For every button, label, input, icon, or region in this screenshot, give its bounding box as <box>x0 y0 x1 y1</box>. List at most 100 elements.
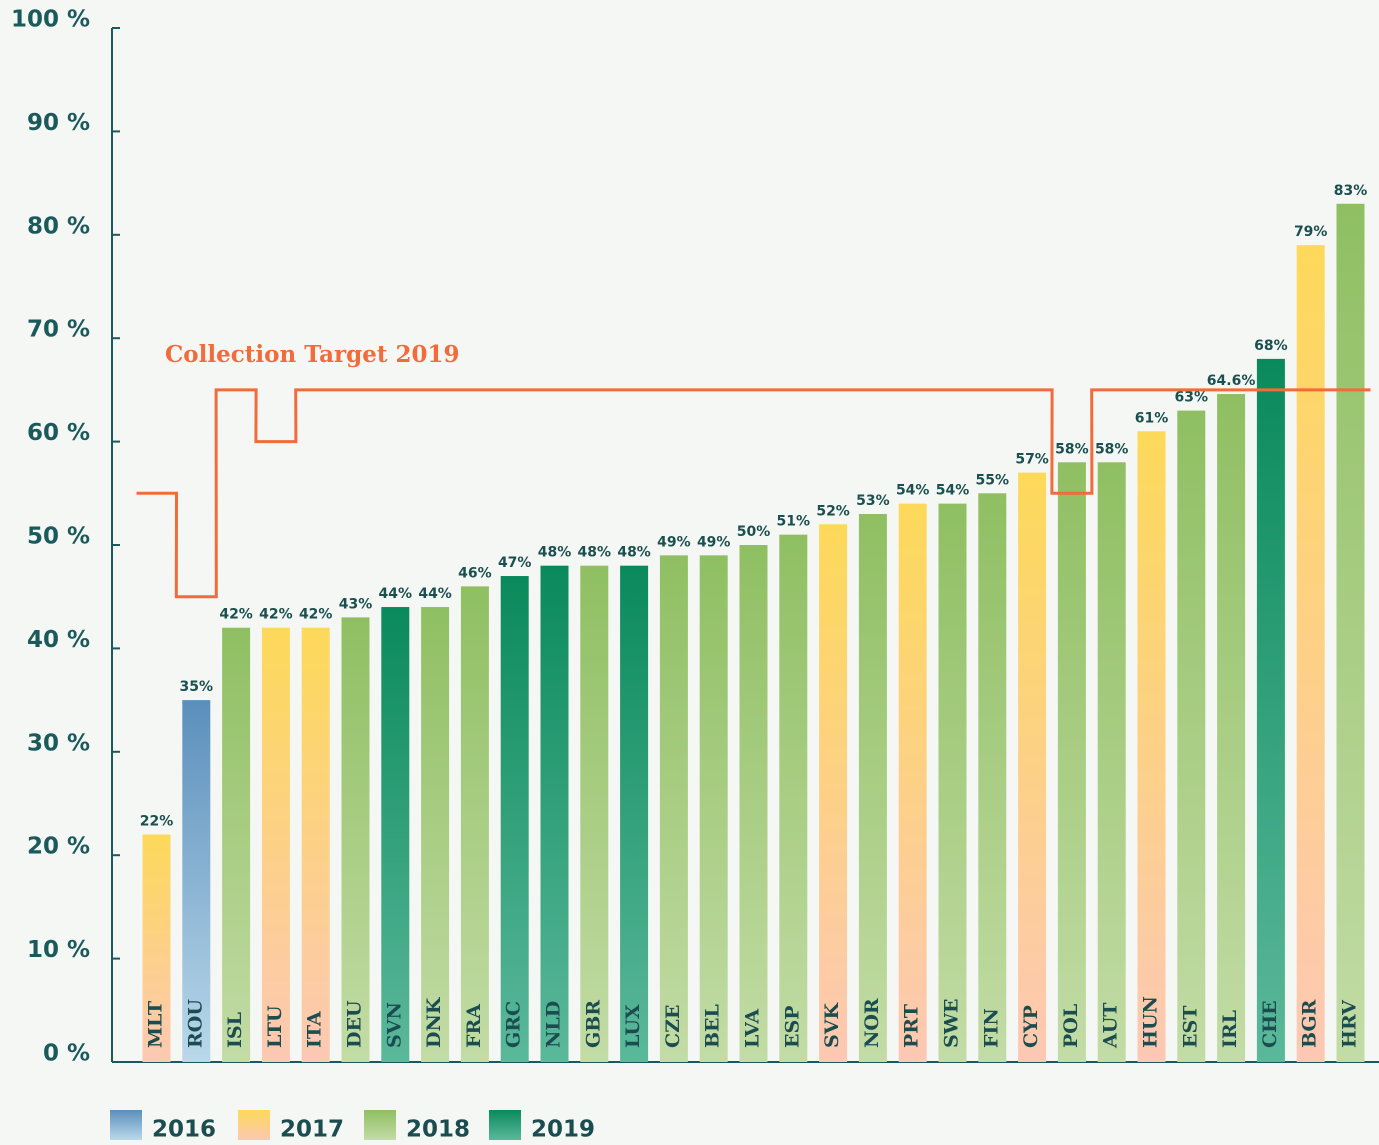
bar <box>1018 472 1047 1062</box>
value-label: 47% <box>498 555 532 571</box>
bar <box>1057 462 1086 1062</box>
y-tick-label: 80 % <box>27 213 90 239</box>
bar <box>301 627 330 1062</box>
bar <box>261 627 290 1062</box>
category-label: PRT <box>901 1004 923 1048</box>
y-tick-label: 90 % <box>27 110 90 136</box>
bar <box>1217 394 1246 1062</box>
bar <box>381 607 410 1062</box>
category-label: HUN <box>1140 996 1162 1048</box>
category-label: ESP <box>781 1006 803 1049</box>
bar <box>460 586 489 1062</box>
value-label: 52% <box>816 503 850 519</box>
category-label: SVN <box>383 1002 405 1048</box>
value-label: 42% <box>259 607 293 623</box>
value-label: 35% <box>180 679 214 695</box>
category-label: SVK <box>821 1002 843 1048</box>
value-label: 50% <box>737 524 771 540</box>
legend-label: 2018 <box>406 1117 470 1143</box>
category-label: LUX <box>622 1004 644 1048</box>
category-label: FIN <box>980 1008 1002 1048</box>
bar <box>222 627 251 1062</box>
value-label: 46% <box>458 565 492 581</box>
bar <box>1177 410 1206 1063</box>
category-label: IRL <box>1219 1010 1241 1048</box>
bar <box>500 576 529 1062</box>
value-label: 63% <box>1175 390 1209 406</box>
y-tick-label: 70 % <box>27 317 90 343</box>
bar <box>580 565 609 1062</box>
target-label: Collection Target 2019 <box>165 341 460 368</box>
bar <box>620 565 649 1062</box>
legend-swatch <box>489 1110 521 1140</box>
bar <box>1137 431 1166 1062</box>
category-label: CHE <box>1259 1000 1281 1048</box>
y-tick-label: 10 % <box>27 937 90 963</box>
category-label: CZE <box>662 1005 684 1048</box>
value-label: 48% <box>578 545 612 561</box>
category-label: DEU <box>344 1000 366 1048</box>
value-label: 42% <box>299 607 333 623</box>
bar <box>739 545 768 1062</box>
bar <box>182 700 211 1062</box>
y-tick-label: 100 % <box>11 7 90 33</box>
y-tick-label: 60 % <box>27 420 90 446</box>
y-tick-label: 50 % <box>27 524 90 550</box>
category-label: NOR <box>861 998 883 1048</box>
bar <box>699 555 728 1062</box>
value-label: 64.6% <box>1207 373 1256 389</box>
category-label: GBR <box>582 1000 604 1048</box>
bar <box>1336 203 1365 1062</box>
category-label: MLT <box>145 1001 167 1048</box>
bar <box>1296 245 1325 1062</box>
value-label: 54% <box>936 483 970 499</box>
value-label: 43% <box>339 596 373 612</box>
value-label: 44% <box>418 586 452 602</box>
bar <box>659 555 688 1062</box>
category-label: HRV <box>1339 999 1361 1048</box>
category-label: SWE <box>941 998 963 1048</box>
value-label: 48% <box>538 545 572 561</box>
legend-swatch <box>238 1110 270 1140</box>
legend-swatch <box>364 1110 396 1140</box>
value-label: 55% <box>976 472 1010 488</box>
category-label: FRA <box>463 1004 485 1048</box>
value-label: 42% <box>219 607 253 623</box>
category-label: ITA <box>304 1011 326 1048</box>
legend-label: 2019 <box>531 1117 595 1143</box>
y-tick-label: 20 % <box>27 834 90 860</box>
value-label: 68% <box>1254 338 1288 354</box>
bar <box>142 834 171 1062</box>
category-label: NLD <box>543 1001 565 1048</box>
category-label: DNK <box>423 996 445 1048</box>
target-line <box>136 388 1371 599</box>
legend-label: 2016 <box>152 1117 216 1143</box>
category-label: BEL <box>702 1004 724 1048</box>
value-label: 44% <box>379 586 413 602</box>
value-label: 79% <box>1294 224 1328 240</box>
bar <box>1256 358 1285 1062</box>
value-label: 61% <box>1135 410 1169 426</box>
bar <box>1097 462 1126 1062</box>
value-label: 54% <box>896 483 930 499</box>
bar <box>421 607 450 1062</box>
value-label: 48% <box>617 545 651 561</box>
category-label: ISL <box>224 1012 246 1048</box>
bar <box>978 493 1007 1062</box>
value-label: 49% <box>697 534 731 550</box>
category-label: EST <box>1179 1006 1201 1048</box>
bar <box>898 503 927 1062</box>
value-label: 22% <box>140 814 174 830</box>
category-label: POL <box>1060 1004 1082 1048</box>
bar <box>341 617 370 1062</box>
value-label: 51% <box>777 514 811 530</box>
y-tick-label: 0 % <box>43 1041 90 1067</box>
category-label: LVA <box>742 1009 764 1048</box>
bar <box>938 503 967 1062</box>
bar <box>858 513 887 1062</box>
legend-label: 2017 <box>280 1117 344 1143</box>
category-label: GRC <box>503 1001 525 1048</box>
value-label: 58% <box>1055 441 1089 457</box>
value-label: 57% <box>1015 452 1049 468</box>
